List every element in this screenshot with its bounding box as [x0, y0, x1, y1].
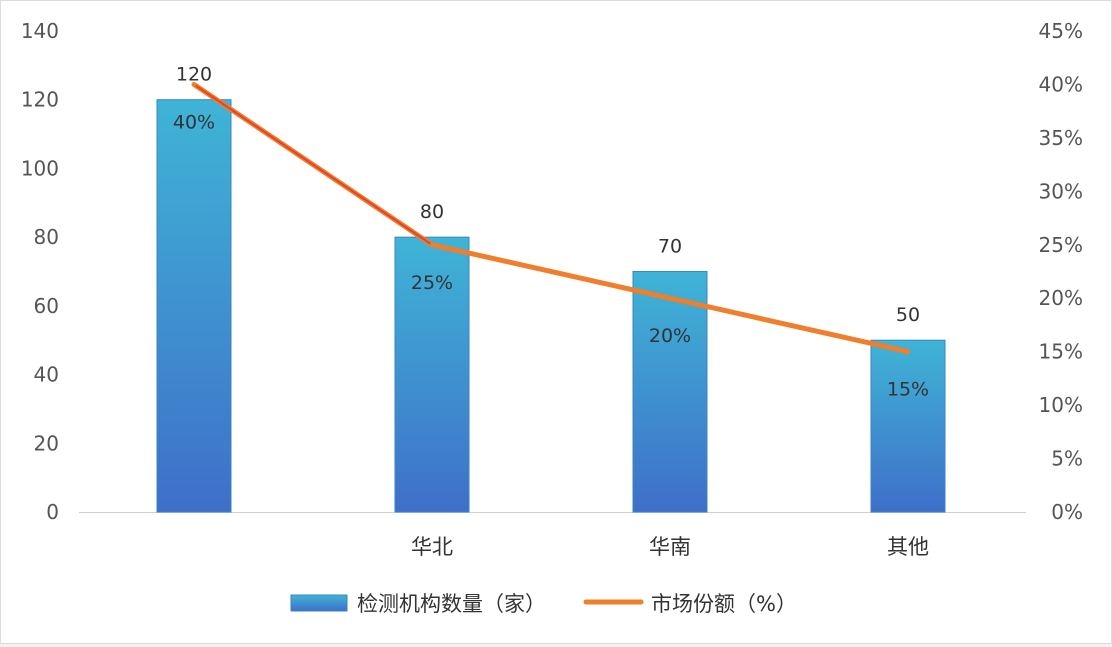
- right-tick-label: 40%: [1039, 72, 1083, 96]
- category-label: 华南: [649, 535, 691, 559]
- left-tick-label: 20: [34, 431, 59, 455]
- bar-value-label: 80: [420, 201, 444, 223]
- x-axis-categories: 华北 华南 其他: [411, 535, 929, 559]
- legend-bar-label: 检测机构数量（家）: [357, 592, 546, 616]
- legend-bar-swatch: [290, 594, 348, 612]
- right-tick-label: 45%: [1039, 19, 1083, 43]
- share-value-label: 40%: [173, 111, 215, 133]
- right-tick-label: 15%: [1039, 340, 1083, 364]
- left-tick-label: 40: [34, 363, 59, 387]
- bar: [870, 339, 946, 513]
- right-tick-label: 25%: [1039, 233, 1083, 257]
- left-tick-label: 140: [21, 19, 59, 43]
- left-tick-label: 60: [34, 294, 59, 318]
- share-value-label: 25%: [411, 272, 453, 294]
- bar-value-label: 50: [896, 304, 920, 326]
- share-value-labels: 40% 25% 20% 15%: [173, 111, 929, 400]
- share-value-label: 20%: [649, 325, 691, 347]
- share-point: [192, 82, 196, 87]
- share-line-series: [191, 81, 911, 355]
- right-y-axis: 0% 5% 10% 15% 20% 25% 30% 35% 40% 45%: [1039, 19, 1083, 524]
- share-point: [668, 296, 672, 301]
- right-tick-label: 20%: [1039, 286, 1083, 310]
- bar: [156, 99, 232, 513]
- share-point: [906, 349, 910, 354]
- bar-value-labels: 120 80 70 50: [176, 64, 920, 327]
- category-label: 其他: [887, 535, 929, 559]
- category-label: 华北: [411, 535, 453, 559]
- bar-value-label: 70: [658, 236, 682, 258]
- left-y-axis: 0 20 40 60 80 100 120 140: [21, 19, 59, 524]
- bar-series: [156, 99, 946, 513]
- legend: 检测机构数量（家） 市场份额（%）: [290, 592, 797, 616]
- right-tick-label: 5%: [1051, 447, 1083, 471]
- share-line-highlight: [193, 83, 433, 246]
- left-tick-label: 80: [34, 225, 59, 249]
- left-tick-label: 120: [21, 88, 59, 112]
- legend-line-label: 市场份额（%）: [651, 592, 797, 616]
- bar-value-label: 120: [176, 64, 212, 86]
- right-tick-label: 0%: [1051, 500, 1083, 524]
- bar: [632, 271, 708, 513]
- left-tick-label: 100: [21, 156, 59, 180]
- bar: [394, 236, 470, 513]
- left-tick-label: 0: [46, 500, 59, 524]
- share-line: [191, 81, 911, 355]
- share-value-label: 15%: [887, 379, 929, 401]
- share-point: [430, 242, 434, 247]
- right-tick-label: 10%: [1039, 393, 1083, 417]
- right-tick-label: 30%: [1039, 179, 1083, 203]
- right-tick-label: 35%: [1039, 126, 1083, 150]
